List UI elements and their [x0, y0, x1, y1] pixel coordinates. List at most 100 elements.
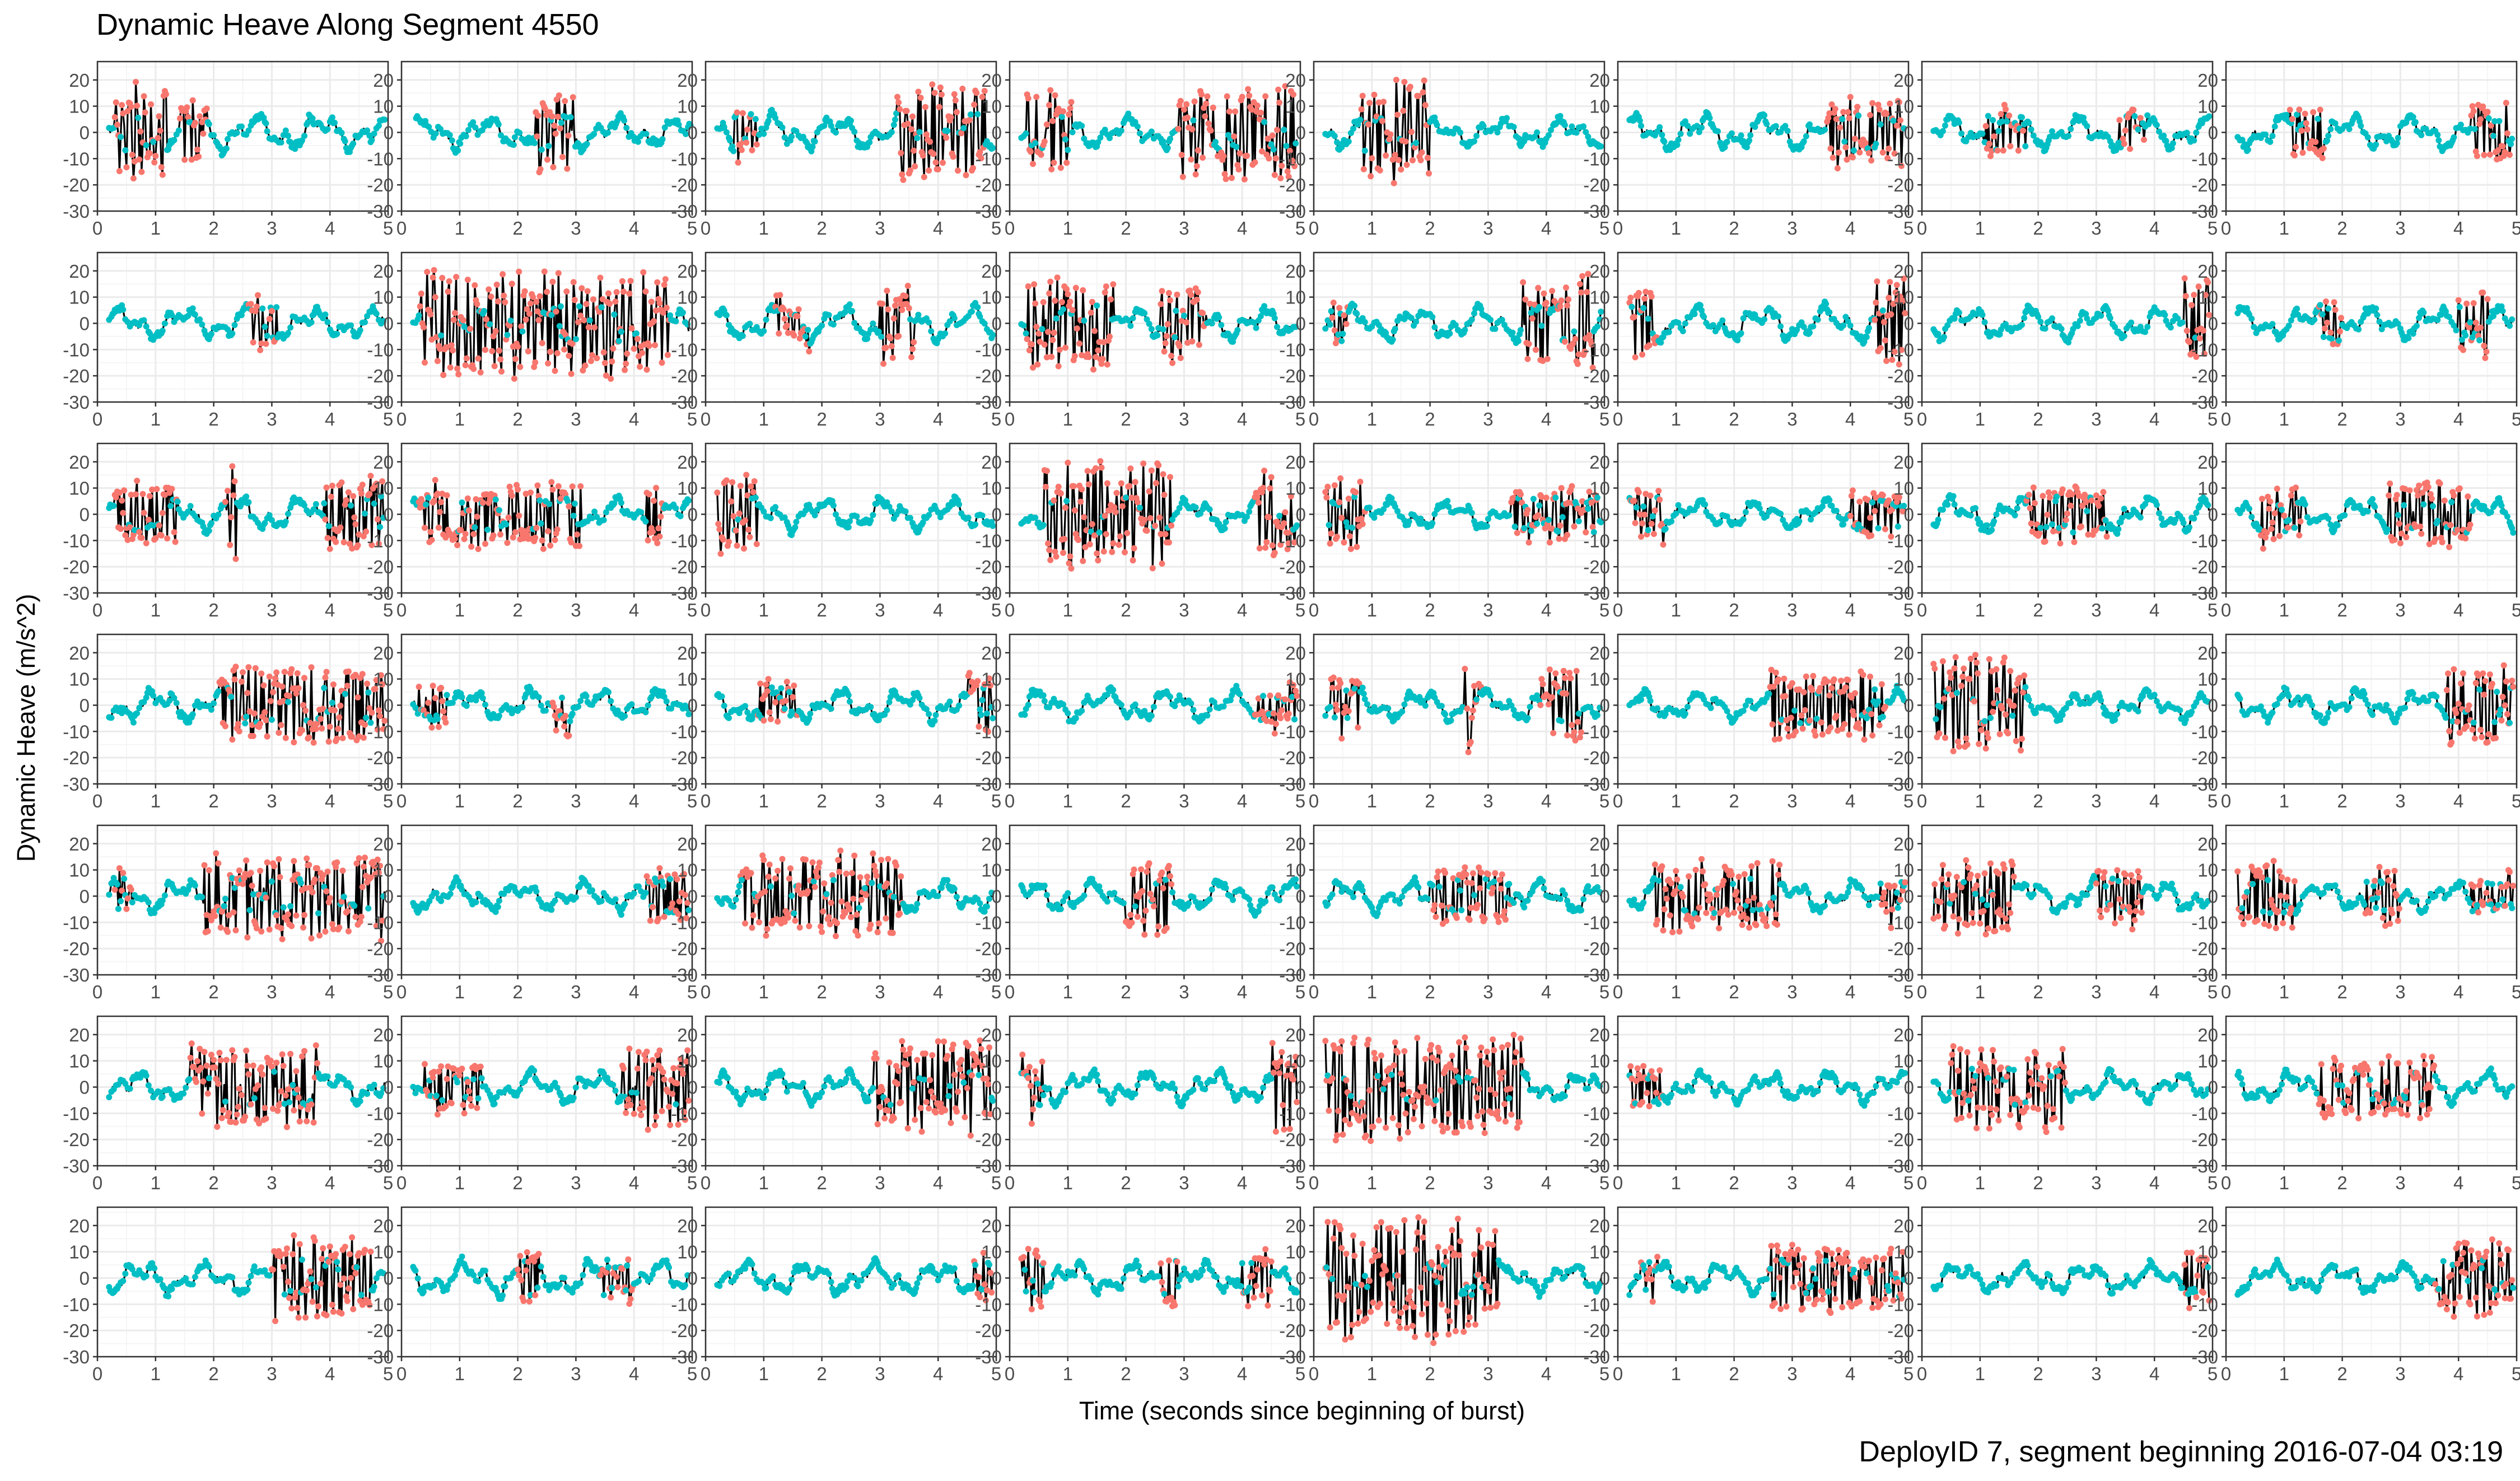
data-point — [1410, 157, 1416, 163]
data-point — [973, 90, 979, 96]
data-point — [1266, 156, 1272, 162]
data-point — [2080, 115, 2087, 121]
data-point — [264, 128, 270, 134]
data-point — [535, 113, 541, 119]
data-point — [2122, 128, 2129, 134]
data-point — [558, 303, 564, 310]
data-point — [1194, 297, 1200, 303]
data-point — [497, 531, 503, 538]
y-tick-label: -10 — [1887, 148, 1914, 169]
data-point — [776, 330, 782, 337]
y-tick-label: -30 — [1887, 392, 1914, 413]
data-point — [1337, 475, 1343, 482]
x-tick-label: 1 — [1367, 409, 1377, 429]
y-tick-label: -20 — [2191, 175, 2218, 195]
data-point — [724, 478, 730, 484]
y-tick-label: -10 — [63, 148, 90, 169]
data-point — [1025, 283, 1032, 289]
data-point — [911, 148, 917, 154]
data-point — [1646, 342, 1653, 348]
data-point — [1110, 540, 1116, 546]
data-point — [1181, 312, 1187, 319]
data-point — [2272, 124, 2278, 130]
data-point — [160, 510, 166, 516]
data-point — [1274, 127, 1280, 133]
y-tick-label: 20 — [2197, 261, 2218, 282]
data-point — [734, 109, 740, 115]
data-point — [1659, 132, 1665, 138]
data-point — [903, 293, 909, 299]
y-tick-label: 0 — [1296, 313, 1306, 334]
data-point — [1366, 100, 1373, 106]
data-point — [1575, 361, 1581, 367]
data-point — [576, 303, 582, 310]
x-tick-label: 3 — [1483, 218, 1493, 239]
data-point — [1062, 345, 1068, 351]
data-point — [1257, 545, 1263, 552]
data-point — [1034, 362, 1040, 368]
data-point — [760, 328, 767, 334]
x-tick-label: 3 — [267, 409, 277, 429]
data-point — [1059, 114, 1065, 120]
data-point — [532, 359, 538, 366]
data-point — [1326, 522, 1332, 528]
y-tick-label: 10 — [1589, 287, 1610, 308]
data-point — [812, 138, 818, 144]
data-point — [905, 120, 911, 127]
x-tick-label: 3 — [1787, 218, 1797, 239]
data-point — [313, 501, 319, 507]
data-point — [1576, 518, 1582, 524]
data-point — [1068, 566, 1075, 572]
data-point — [921, 174, 927, 180]
data-point — [1234, 327, 1240, 333]
data-point — [1354, 311, 1360, 317]
data-point — [1260, 485, 1266, 491]
data-point — [2174, 315, 2181, 321]
data-point — [113, 99, 119, 105]
data-point — [1761, 316, 1767, 323]
data-point — [1195, 289, 1201, 296]
data-point — [2144, 324, 2150, 330]
data-point — [2287, 107, 2293, 113]
data-point — [2182, 275, 2188, 282]
data-point — [1649, 293, 1655, 300]
data-point — [512, 529, 519, 535]
x-tick-label: 4 — [933, 218, 943, 239]
data-point — [508, 317, 514, 324]
data-point — [1863, 140, 1869, 146]
data-point — [1707, 115, 1713, 121]
data-point — [1054, 274, 1061, 281]
data-point — [1210, 105, 1216, 111]
data-point — [1346, 496, 1352, 502]
data-point — [556, 92, 562, 99]
data-point — [1565, 296, 1571, 302]
x-tick-label: 0 — [1917, 218, 1927, 239]
data-point — [1166, 290, 1172, 296]
data-point — [577, 483, 584, 489]
data-point — [1891, 118, 1897, 124]
x-tick-label: 2 — [2033, 409, 2043, 429]
data-point — [1569, 123, 1575, 129]
data-point — [1986, 141, 1992, 147]
y-tick-label: 0 — [1600, 313, 1610, 334]
y-tick-label: -30 — [2191, 392, 2218, 413]
data-point — [2412, 119, 2419, 125]
data-point — [333, 539, 339, 545]
data-point — [2324, 320, 2330, 326]
data-point — [1085, 468, 1091, 474]
data-point — [1349, 525, 1355, 531]
data-point — [643, 518, 649, 525]
data-point — [1338, 338, 1345, 344]
y-tick-label: 0 — [992, 122, 1002, 143]
data-point — [254, 303, 260, 310]
data-point — [322, 311, 328, 317]
data-point — [206, 528, 212, 534]
data-point — [971, 101, 977, 108]
data-point — [1478, 306, 1484, 312]
data-point — [2500, 308, 2506, 314]
data-point — [1640, 305, 1646, 311]
data-point — [482, 347, 488, 353]
data-point — [483, 316, 489, 323]
y-tick-label: -30 — [1583, 392, 1610, 413]
